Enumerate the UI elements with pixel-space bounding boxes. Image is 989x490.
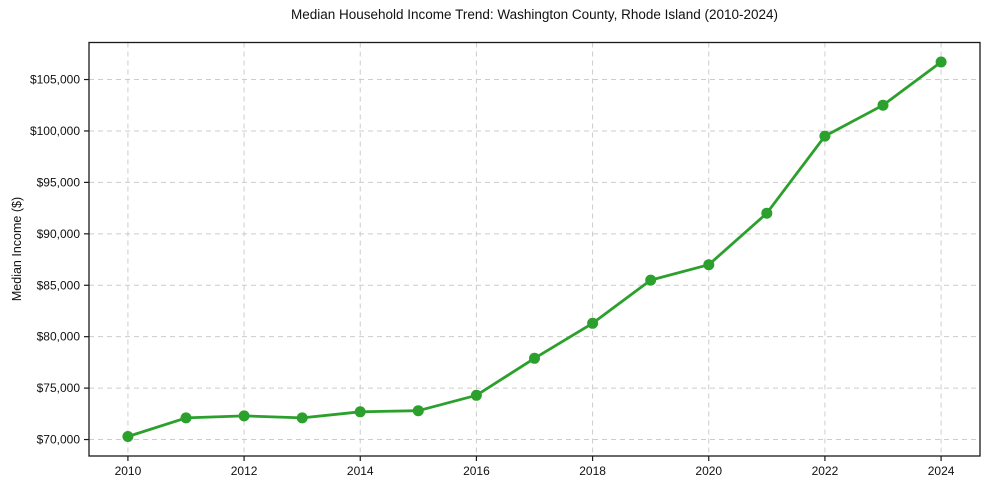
data-point-2019 [645,274,657,286]
data-point-2011 [180,412,192,424]
x-tick-label: 2024 [928,464,955,478]
x-tick-label: 2020 [695,464,722,478]
data-point-2020 [703,259,715,271]
y-tick-label: $100,000 [30,124,80,138]
data-point-2013 [296,412,308,424]
y-tick-label: $70,000 [37,433,81,447]
data-point-2024 [935,56,947,68]
data-point-2010 [122,431,134,442]
plot-border [88,41,981,457]
data-point-2022 [819,130,831,142]
x-tick-label: 2014 [347,464,374,478]
data-point-2023 [877,99,889,111]
data-point-2018 [587,317,599,329]
y-tick-label: $85,000 [37,278,81,292]
chart-title: Median Household Income Trend: Washingto… [290,7,779,22]
x-tick-label: 2010 [115,464,142,478]
data-point-2012 [238,410,250,422]
income-trend-line [126,60,943,438]
x-tick-label: 2016 [463,464,490,478]
y-tick-label: $75,000 [37,381,81,395]
y-axis-title: Median Income ($) [10,196,24,302]
y-tick-label: $90,000 [37,227,81,241]
y-tick-label: $95,000 [37,175,81,189]
x-tick-label: 2012 [231,464,258,478]
data-point-2015 [412,405,424,417]
data-point-2021 [761,207,773,219]
y-tick-label: $105,000 [30,73,80,87]
data-point-2017 [529,352,540,364]
x-tick-label: 2022 [812,464,839,478]
data-point-2016 [470,389,482,401]
data-point-2014 [354,406,366,418]
x-tick-label: 2018 [579,464,606,478]
y-tick-label: $80,000 [37,330,81,344]
